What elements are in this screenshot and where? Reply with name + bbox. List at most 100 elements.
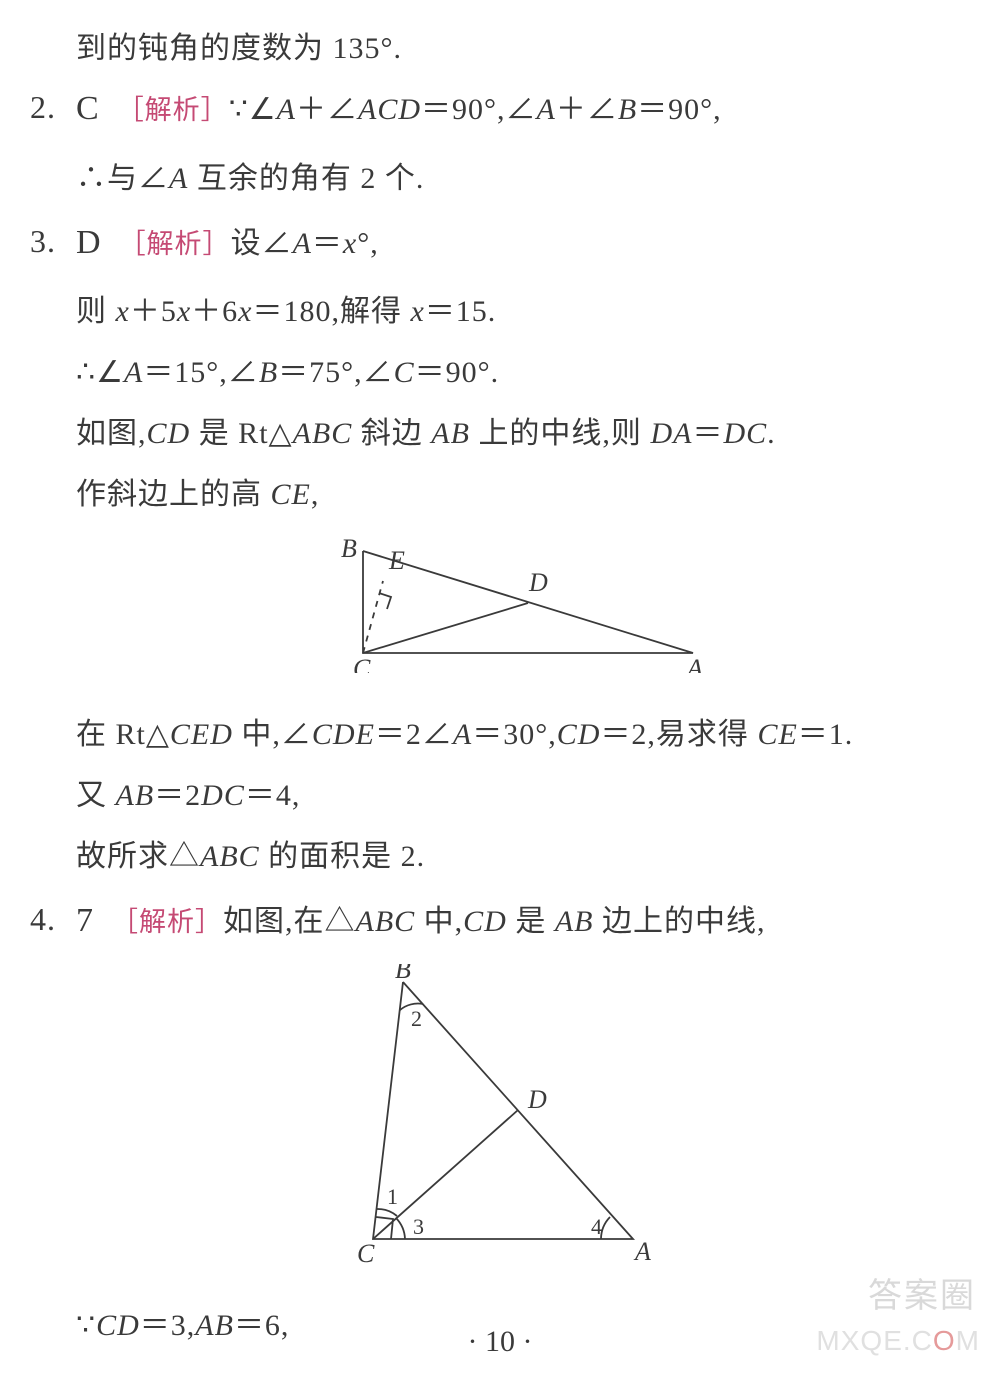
t: ABC	[356, 905, 416, 938]
item-body: C ［解析］∵∠A＋∠ACD＝90°,∠A＋∠B＝90°,	[76, 77, 930, 142]
t: ∴与∠	[76, 162, 169, 195]
lbl-A: A	[633, 1237, 652, 1264]
t: A	[453, 718, 472, 751]
t: ＝75°,∠	[278, 356, 394, 389]
t: C	[394, 356, 415, 389]
answer: C	[76, 90, 100, 127]
lbl-B: B	[341, 534, 358, 563]
t: CD	[147, 417, 191, 450]
t: 设∠	[231, 227, 293, 260]
lbl-C: C	[357, 1239, 375, 1264]
t: DC	[201, 779, 245, 812]
t: ＝2	[154, 779, 201, 812]
t: x	[116, 295, 130, 328]
item-3: 3. D ［解析］设∠A＝x°,	[30, 211, 930, 276]
triangle-diagram-1: B E D C A	[293, 533, 713, 673]
t: ＝2,易求得	[600, 718, 757, 751]
text: 到的钝角的度数为 135°.	[76, 32, 402, 65]
t: ＝15.	[425, 295, 497, 328]
t: 作斜边上的高	[76, 478, 271, 511]
t: 在 Rt△	[76, 718, 170, 751]
t: 中,	[415, 905, 463, 938]
analysis-label: ［解析］	[111, 907, 223, 937]
watermark-url: MXQE.COM	[816, 1325, 980, 1357]
t: DA	[650, 417, 692, 450]
t: ＋6	[191, 295, 238, 328]
lbl-A: A	[685, 654, 704, 673]
lbl-E: E	[388, 546, 406, 575]
t: O	[933, 1325, 956, 1356]
t: ＝2∠	[375, 718, 453, 751]
t: .	[767, 417, 776, 450]
t: 是 Rt△	[190, 417, 292, 450]
t: 如图,	[76, 417, 147, 450]
item-2-cont: ∴与∠A 互余的角有 2 个.	[30, 150, 930, 207]
continuation-line: 到的钝角的度数为 135°.	[30, 20, 930, 77]
t: A	[293, 227, 312, 260]
t: x	[343, 227, 357, 260]
t: A	[537, 93, 556, 126]
lbl-C: C	[353, 654, 371, 673]
t: x	[177, 295, 191, 328]
item-body: 7 ［解析］如图,在△ABC 中,CD 是 AB 边上的中线,	[76, 889, 930, 954]
t: ,	[311, 478, 320, 511]
analysis-label: ［解析］	[117, 95, 229, 125]
t: CD	[557, 718, 601, 751]
answer: 7	[76, 902, 94, 939]
t: ＝90°,	[637, 93, 722, 126]
t: 上的中线,则	[470, 417, 651, 450]
item-body: D ［解析］设∠A＝x°,	[76, 211, 930, 276]
lbl-1: 1	[387, 1184, 399, 1209]
t: ＝90°,∠	[421, 93, 537, 126]
item-number: 4.	[30, 889, 76, 950]
item-number: 2.	[30, 77, 76, 138]
figure-2: B D C A 2 1 3 4	[76, 964, 930, 1283]
t: CD	[463, 905, 507, 938]
t: 又	[76, 779, 116, 812]
t: CE	[757, 718, 797, 751]
watermark-text: 答案圈	[868, 1268, 976, 1317]
t: 则	[76, 295, 116, 328]
analysis-label: ［解析］	[119, 229, 231, 259]
t: ＝30°,	[472, 718, 557, 751]
t: CDE	[312, 718, 375, 751]
t: AB	[431, 417, 470, 450]
item-4-cont: B D C A 2 1 3 4 ∵CD＝3,AB＝6,	[30, 964, 930, 1354]
t: 是	[507, 905, 555, 938]
t: A	[124, 356, 143, 389]
t: B	[618, 93, 637, 126]
t: B	[259, 356, 278, 389]
answer: D	[76, 224, 102, 261]
t: ABC	[293, 417, 353, 450]
page: 到的钝角的度数为 135°. 2. C ［解析］∵∠A＋∠ACD＝90°,∠A＋…	[0, 0, 1000, 1378]
t: AB	[555, 905, 594, 938]
t: CED	[170, 718, 233, 751]
t: M	[956, 1325, 980, 1356]
item-3-cont: 则 x＋5x＋6x＝180,解得 x＝15. ∴∠A＝15°,∠B＝75°,∠C…	[30, 283, 930, 885]
lbl-B: B	[395, 964, 412, 984]
t: ＝	[692, 417, 723, 450]
t: ABC	[200, 840, 260, 873]
t: 故所求△	[76, 840, 200, 873]
t: 中,∠	[233, 718, 312, 751]
t: ＝15°,∠	[143, 356, 259, 389]
triangle-diagram-2: B D C A 2 1 3 4	[333, 964, 673, 1264]
t: ＝4,	[245, 779, 301, 812]
figure-1: B E D C A	[76, 533, 930, 692]
t: ＋5	[130, 295, 177, 328]
t: 斜边	[352, 417, 431, 450]
t: A	[277, 93, 296, 126]
t: x	[410, 295, 424, 328]
t: ∴∠	[76, 356, 124, 389]
t: 如图,在△	[223, 905, 356, 938]
t: AB	[116, 779, 155, 812]
item-2: 2. C ［解析］∵∠A＋∠ACD＝90°,∠A＋∠B＝90°,	[30, 77, 930, 142]
t: ＝1.	[798, 718, 854, 751]
t: x	[238, 295, 252, 328]
lbl-D: D	[527, 1085, 548, 1114]
t: MXQE.C	[816, 1325, 932, 1356]
item-4: 4. 7 ［解析］如图,在△ABC 中,CD 是 AB 边上的中线,	[30, 889, 930, 954]
lbl-2: 2	[411, 1006, 423, 1031]
t: ∵∠	[229, 93, 277, 126]
t: ACD	[358, 93, 421, 126]
